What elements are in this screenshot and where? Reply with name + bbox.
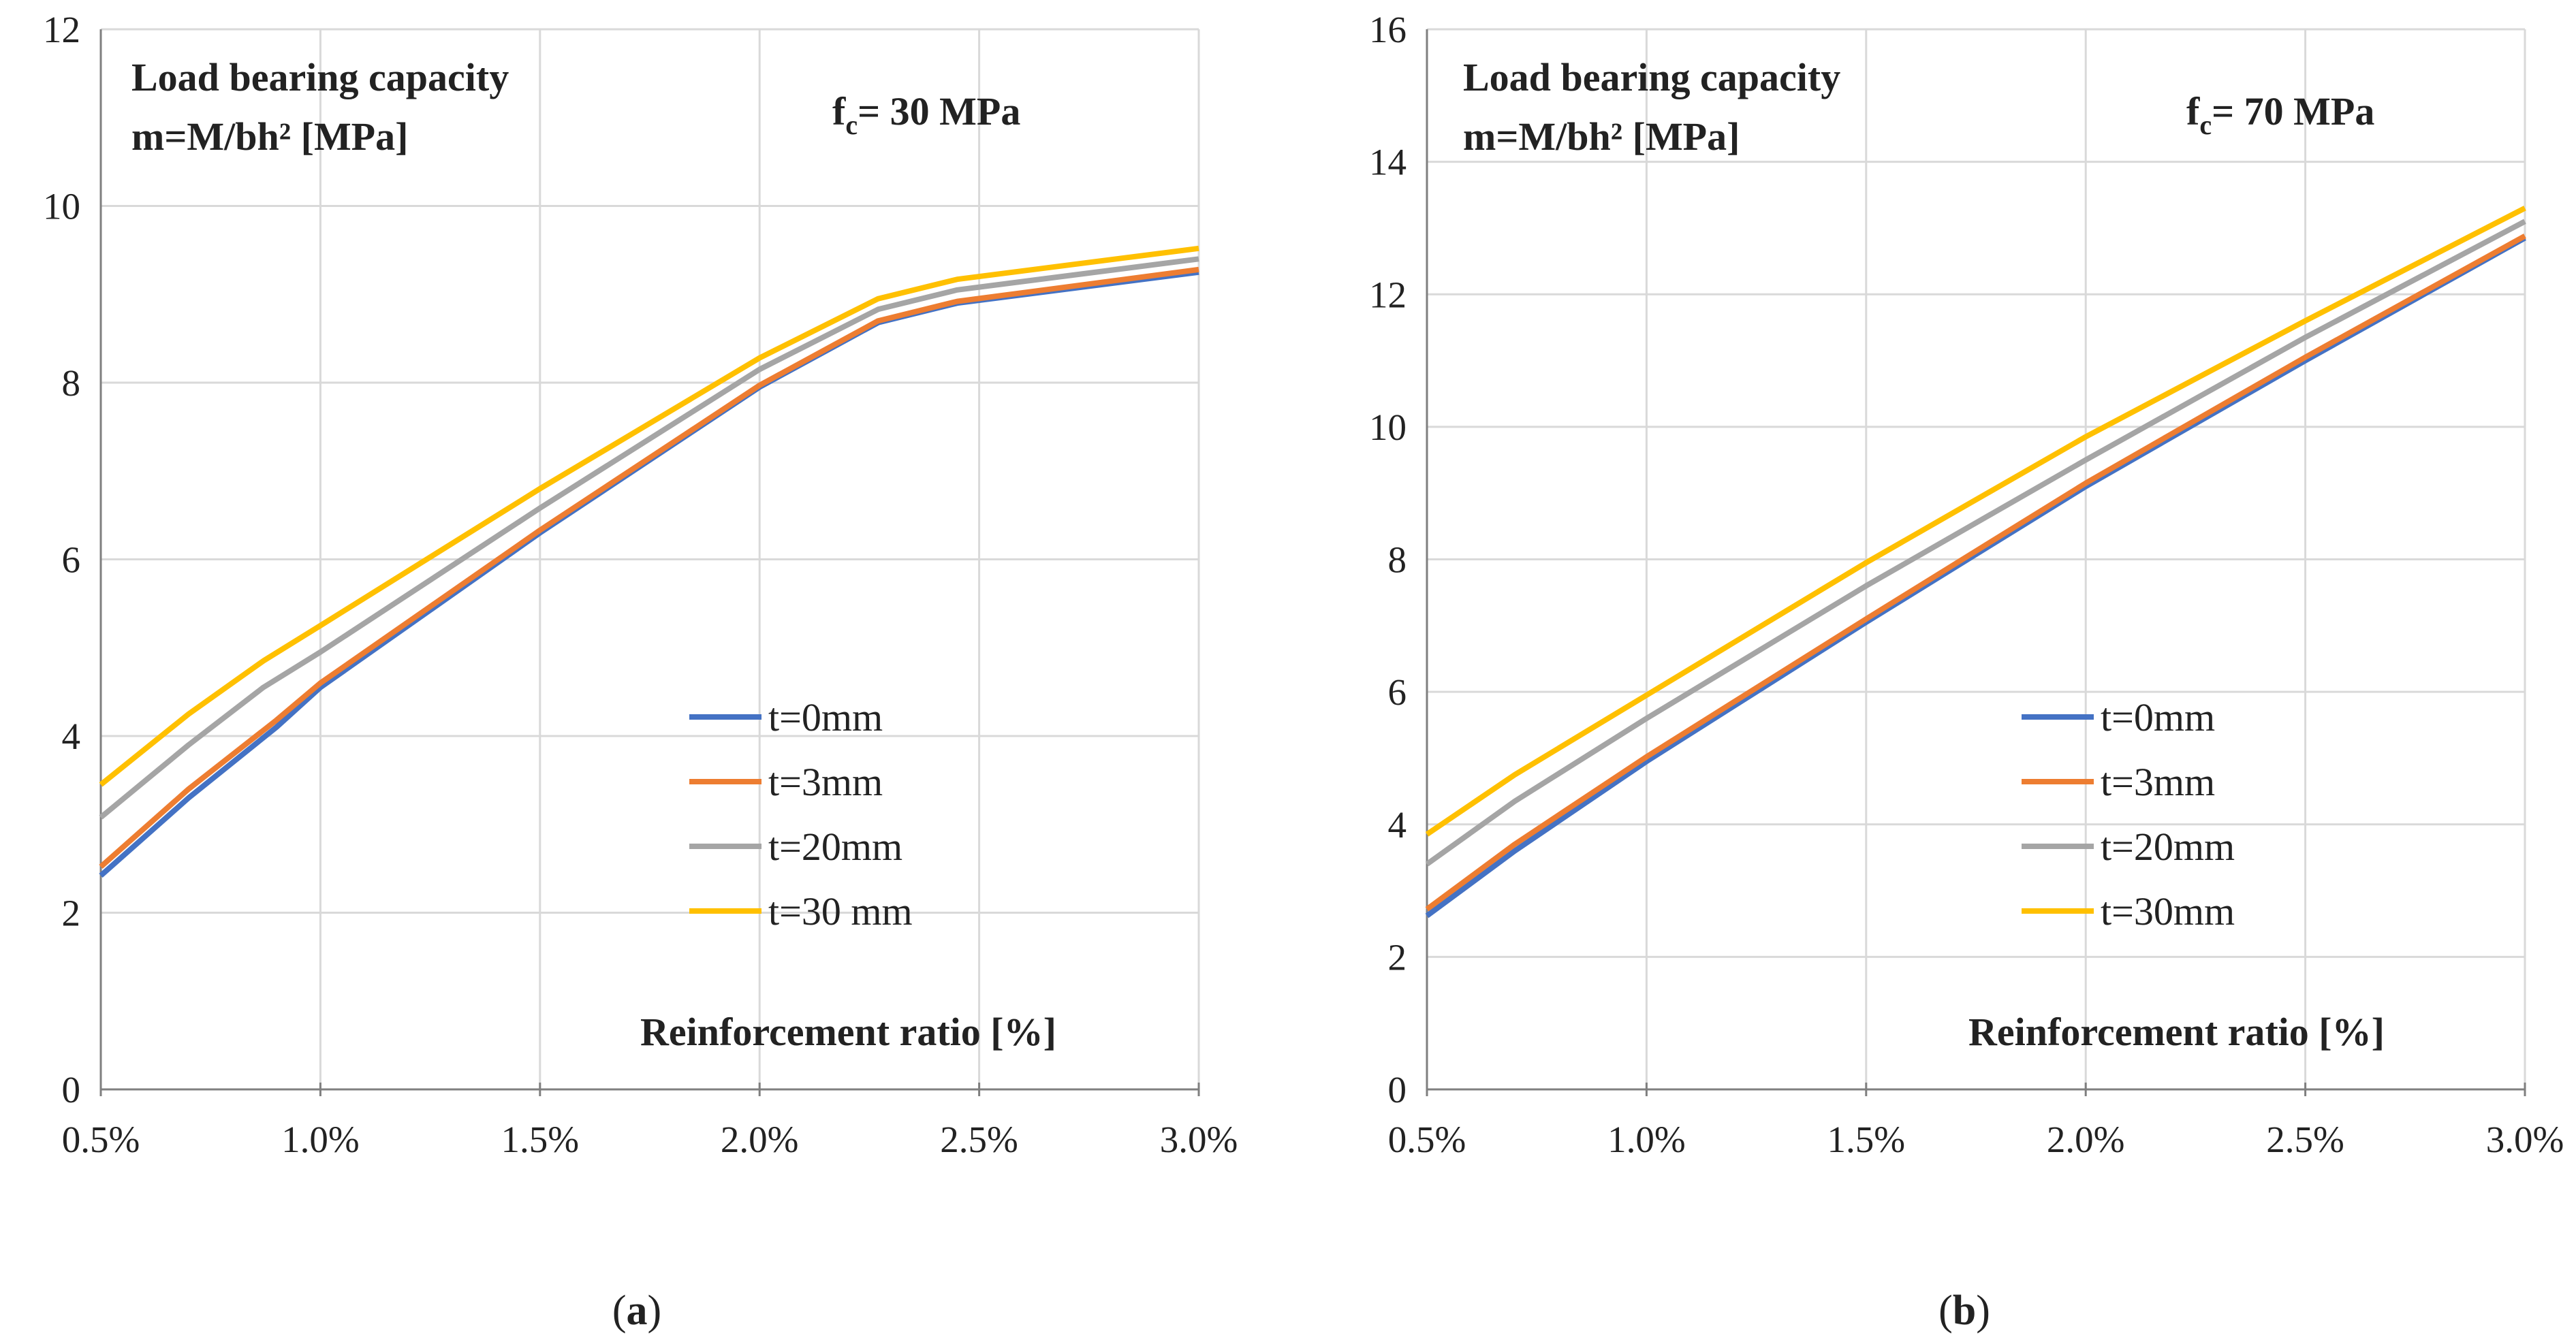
chart-a-x-tick-label: 3.0%	[1160, 1119, 1238, 1160]
chart-b-y-tick-label: 14	[1369, 142, 1407, 183]
chart-a-caption-letter: a	[627, 1288, 648, 1334]
chart-a-x-tick-label: 0.5%	[62, 1119, 140, 1160]
chart-a-x-ticks: 0.5% 1.0% 1.5% 2.0% 2.5% 3.0%	[62, 1119, 1238, 1160]
chart-b-caption: (b)	[1938, 1288, 1990, 1334]
chart-a-y-tick-label: 12	[43, 9, 80, 50]
chart-b-legend: t=0mm t=3mm t=20mm t=30mm	[2022, 695, 2235, 933]
chart-b-legend-label: t=3mm	[2101, 760, 2215, 804]
chart-a-x-tick-label: 1.0%	[281, 1119, 360, 1160]
chart-b-y-ticks: 0 2 4 6 8 10 12 14 16	[1369, 9, 1407, 1111]
chart-a-caption-open: (	[612, 1288, 627, 1334]
chart-b-fc-main: f	[2186, 89, 2200, 133]
chart-b-legend-label: t=0mm	[2101, 695, 2215, 739]
chart-b-y-tick-label: 4	[1388, 804, 1407, 846]
chart-b-x-tick-label: 3.0%	[2486, 1119, 2564, 1160]
chart-a-legend-label: t=3mm	[768, 760, 883, 804]
chart-b-x-tick-label: 2.5%	[2266, 1119, 2344, 1160]
chart-a-series-line-t3	[99, 266, 1199, 869]
chart-b-legend-label: t=20mm	[2101, 825, 2235, 869]
chart-a-x-tick-label: 2.0%	[721, 1119, 799, 1160]
chart-a-legend-label: t=30 mm	[768, 889, 913, 933]
chart-b-caption-open: (	[1938, 1288, 1953, 1334]
chart-a-series-line-t30	[99, 245, 1199, 787]
chart-a-caption-close: )	[648, 1288, 662, 1334]
chart-a-title-line1: Load bearing capacity	[131, 55, 509, 99]
chart-a-y-tick-label: 2	[62, 893, 81, 934]
chart-b: 0.5% 1.0% 1.5% 2.0% 2.5% 3.0% 0 2 4 6 8 …	[1369, 9, 2564, 1334]
chart-b-fc-value: = 70 MPa	[2212, 89, 2374, 133]
chart-a-y-ticks: 0 2 4 6 8 10 12	[43, 9, 80, 1111]
chart-a-x-axis-label: Reinforcement ratio [%]	[640, 1010, 1056, 1054]
chart-a-legend: t=0mm t=3mm t=20mm t=30 mm	[689, 695, 913, 933]
chart-b-y-tick-label: 10	[1369, 406, 1407, 448]
chart-a-y-tick-label: 8	[62, 362, 81, 404]
chart-a-y-tick-label: 10	[43, 186, 80, 227]
chart-b-y-tick-label: 6	[1388, 671, 1407, 713]
chart-b-series-line-t30	[1425, 206, 2526, 837]
chart-a-caption: (a)	[612, 1288, 661, 1334]
chart-a-fc-value: = 30 MPa	[858, 89, 1020, 133]
chart-b-grid	[1426, 28, 2526, 1096]
chart-a: 0.5% 1.0% 1.5% 2.0% 2.5% 3.0% 0 2 4 6 8 …	[43, 9, 1238, 1334]
chart-b-legend-label: t=30mm	[2101, 889, 2235, 933]
chart-b-x-tick-label: 1.5%	[1827, 1119, 1906, 1160]
chart-b-x-tick-label: 0.5%	[1388, 1119, 1466, 1160]
chart-b-y-tick-label: 12	[1369, 274, 1407, 315]
chart-b-x-axis-label: Reinforcement ratio [%]	[1968, 1010, 2385, 1054]
chart-b-y-tick-label: 0	[1388, 1069, 1407, 1111]
chart-b-series-line-t3	[1425, 234, 2526, 912]
chart-a-legend-label: t=20mm	[768, 825, 902, 869]
chart-b-caption-letter: b	[1953, 1288, 1976, 1334]
chart-a-legend-label: t=0mm	[768, 695, 883, 739]
chart-a-y-tick-label: 6	[62, 539, 81, 581]
chart-a-title-line2: m=M/bh² [MPa]	[131, 114, 408, 159]
chart-a-x-tick-label: 1.5%	[501, 1119, 580, 1160]
chart-a-series-line-t20	[99, 256, 1199, 820]
chart-b-y-tick-label: 8	[1388, 539, 1407, 581]
chart-b-x-tick-label: 1.0%	[1607, 1119, 1686, 1160]
chart-b-y-tick-label: 2	[1388, 936, 1407, 978]
chart-b-series-line-t20	[1425, 219, 2526, 867]
chart-a-x-tick-label: 2.5%	[940, 1119, 1018, 1160]
chart-b-caption-close: )	[1976, 1288, 1990, 1334]
chart-b-y-tick-label: 16	[1369, 9, 1407, 50]
chart-a-fc-main: f	[832, 89, 846, 133]
chart-a-fc-subscript: c	[845, 110, 858, 140]
chart-a-y-tick-label: 0	[62, 1069, 81, 1111]
chart-a-series-lines	[99, 245, 1199, 878]
chart-b-series-lines	[1425, 206, 2526, 918]
chart-b-x-ticks: 0.5% 1.0% 1.5% 2.0% 2.5% 3.0%	[1388, 1119, 2564, 1160]
chart-b-fc-label: fc= 70 MPa	[2186, 89, 2374, 140]
chart-b-title-line2: m=M/bh² [MPa]	[1463, 114, 1740, 159]
chart-b-series-line-t0	[1425, 236, 2526, 918]
chart-b-fc-subscript: c	[2199, 110, 2212, 140]
chart-a-y-tick-label: 4	[62, 716, 81, 757]
chart-b-x-tick-label: 2.0%	[2047, 1119, 2125, 1160]
chart-a-fc-label: fc= 30 MPa	[832, 89, 1020, 140]
chart-b-title-line1: Load bearing capacity	[1463, 55, 1840, 99]
chart-a-grid	[99, 28, 1200, 1096]
